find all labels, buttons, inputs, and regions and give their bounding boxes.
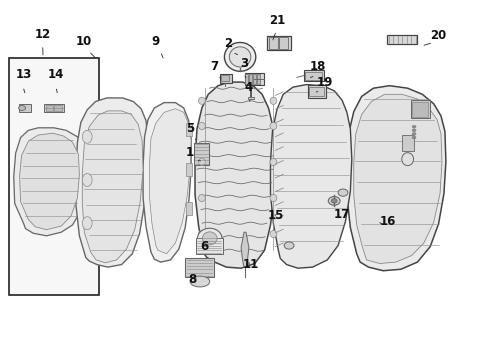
Bar [257,74,260,84]
Polygon shape [20,133,79,230]
Polygon shape [149,109,191,254]
Bar [279,37,288,49]
Ellipse shape [224,42,256,71]
Polygon shape [82,111,143,263]
Bar [46,105,53,111]
Bar [245,73,264,85]
Bar [269,37,278,49]
Ellipse shape [229,47,251,67]
Ellipse shape [198,194,205,202]
Ellipse shape [82,130,92,143]
Polygon shape [270,85,352,268]
Bar [44,104,64,112]
Bar [185,258,214,277]
Text: 20: 20 [430,30,447,42]
Ellipse shape [270,194,277,202]
Bar [54,105,62,111]
Text: 19: 19 [316,76,333,89]
Ellipse shape [412,136,416,139]
Bar [248,97,254,99]
Text: 13: 13 [15,68,32,81]
Ellipse shape [190,276,210,287]
Bar [245,74,248,84]
Polygon shape [143,103,191,262]
Ellipse shape [82,174,92,186]
Polygon shape [195,82,275,268]
Ellipse shape [270,122,277,130]
Text: 16: 16 [380,215,396,228]
Ellipse shape [412,125,416,128]
Text: 9: 9 [152,35,160,48]
Ellipse shape [270,97,277,104]
Bar [186,123,192,136]
Ellipse shape [198,97,205,104]
Text: 12: 12 [35,28,51,41]
Text: 14: 14 [48,68,65,81]
Ellipse shape [198,158,205,166]
Bar [402,135,414,151]
Text: 15: 15 [267,210,284,222]
Ellipse shape [412,129,416,132]
Polygon shape [347,86,446,271]
Text: 8: 8 [188,273,196,286]
Ellipse shape [202,232,217,245]
Text: 18: 18 [309,60,326,73]
Bar [249,74,252,84]
Ellipse shape [19,105,25,111]
Ellipse shape [197,228,222,248]
Bar [196,238,223,254]
Bar [309,87,324,96]
Bar [305,72,322,80]
Ellipse shape [328,197,340,205]
Bar [220,74,232,83]
Text: 2: 2 [224,37,232,50]
Polygon shape [76,98,148,267]
Bar [304,70,324,81]
Bar [387,35,417,44]
Ellipse shape [270,230,277,238]
Bar [267,36,291,50]
Text: 17: 17 [334,208,350,221]
Bar [253,74,256,84]
Ellipse shape [338,189,348,196]
Text: 1: 1 [186,146,194,159]
Text: 10: 10 [76,35,93,48]
Text: 7: 7 [211,60,219,73]
Bar [411,100,430,118]
Polygon shape [354,94,442,264]
Text: 4: 4 [245,81,253,94]
Bar [19,104,31,112]
Text: 11: 11 [243,258,259,271]
Ellipse shape [270,158,277,166]
Bar [186,163,192,176]
Ellipse shape [82,217,92,230]
Bar [308,85,326,98]
Polygon shape [241,232,249,267]
Text: 21: 21 [269,14,285,27]
Bar [186,202,192,215]
Polygon shape [14,128,87,236]
Ellipse shape [331,199,337,203]
Text: 5: 5 [186,122,194,135]
Ellipse shape [412,132,416,135]
Ellipse shape [284,242,294,249]
Bar [9,58,99,295]
Bar [221,75,229,81]
Ellipse shape [198,230,205,238]
Ellipse shape [402,153,414,166]
Bar [194,143,209,165]
Text: 6: 6 [201,240,209,253]
Ellipse shape [198,122,205,130]
Text: 3: 3 [240,57,248,70]
Bar [412,102,428,117]
